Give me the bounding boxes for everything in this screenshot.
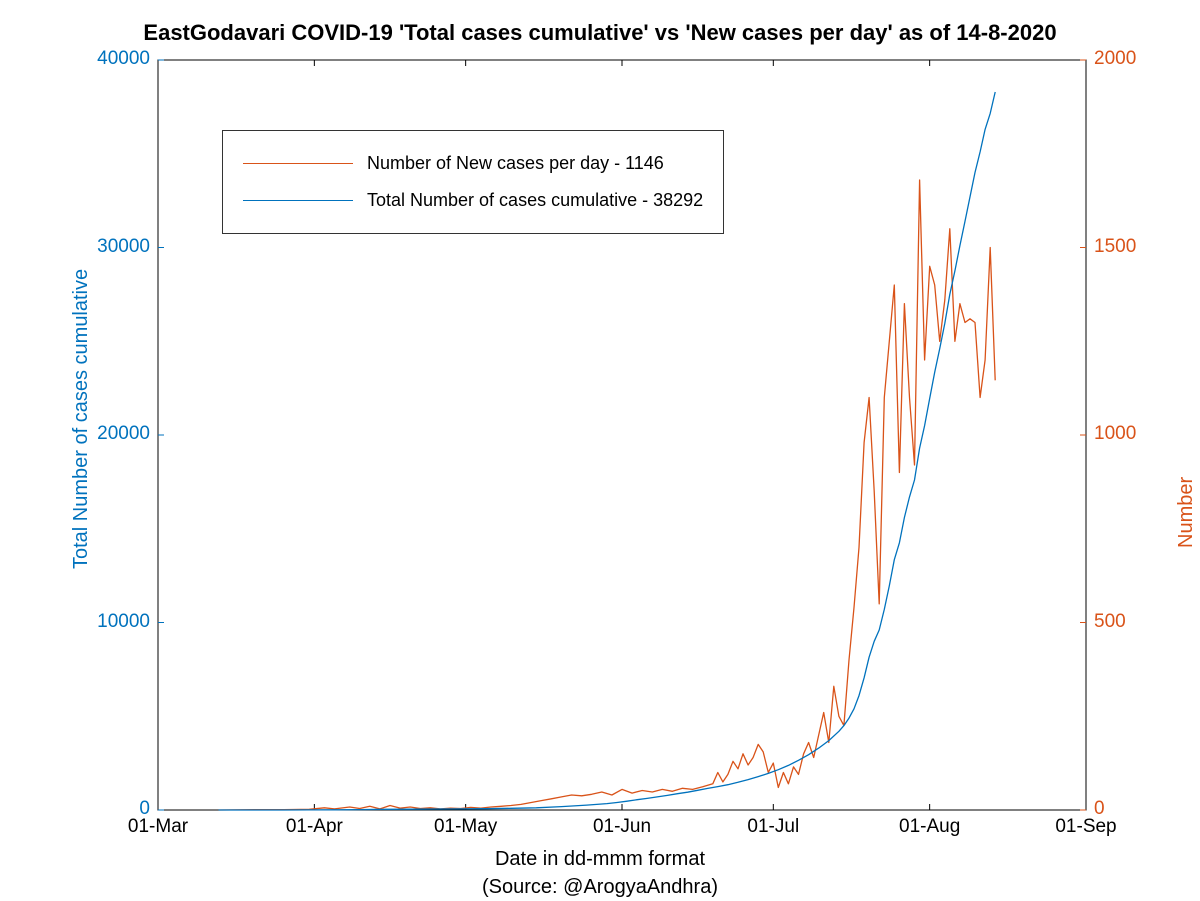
legend-line-swatch (243, 200, 353, 201)
legend-label: Total Number of cases cumulative - 38292 (367, 190, 703, 211)
x-tick-label: 01-May (421, 816, 511, 838)
legend-line-swatch (243, 163, 353, 164)
y-right-tick-label: 500 (1094, 611, 1126, 633)
legend-item: Total Number of cases cumulative - 38292 (243, 182, 703, 219)
y-left-axis-label: Total Number of cases cumulative (70, 269, 93, 569)
legend-item: Number of New cases per day - 1146 (243, 145, 703, 182)
x-tick-label: 01-Sep (1041, 816, 1131, 838)
x-tick-label: 01-Apr (269, 816, 359, 838)
legend-label: Number of New cases per day - 1146 (367, 153, 664, 174)
y-left-tick-label: 0 (139, 798, 150, 820)
x-tick-label: 01-Jul (728, 816, 818, 838)
y-right-tick-label: 1500 (1094, 236, 1136, 258)
x-tick-label: 01-Aug (885, 816, 975, 838)
y-right-axis-label: Number of New cases per day (1175, 477, 1200, 548)
y-left-tick-label: 10000 (97, 611, 150, 633)
x-axis-label-source: (Source: @ArogyaAndhra) (0, 873, 1200, 901)
y-right-tick-label: 0 (1094, 798, 1105, 820)
y-left-tick-label: 30000 (97, 236, 150, 258)
y-left-tick-label: 40000 (97, 48, 150, 70)
x-axis-label: Date in dd-mmm format (Source: @ArogyaAn… (0, 845, 1200, 901)
y-right-tick-label: 1000 (1094, 423, 1136, 445)
x-tick-label: 01-Mar (113, 816, 203, 838)
x-tick-label: 01-Jun (577, 816, 667, 838)
y-left-tick-label: 20000 (97, 423, 150, 445)
legend: Number of New cases per day - 1146 Total … (222, 130, 724, 234)
y-right-tick-label: 2000 (1094, 48, 1136, 70)
x-axis-label-main: Date in dd-mmm format (0, 845, 1200, 873)
